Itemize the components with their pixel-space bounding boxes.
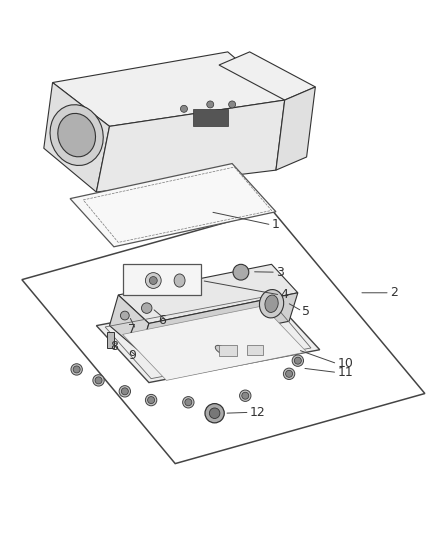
Polygon shape bbox=[70, 164, 276, 247]
Text: 5: 5 bbox=[302, 305, 310, 318]
Circle shape bbox=[229, 101, 236, 108]
Circle shape bbox=[141, 303, 152, 313]
Polygon shape bbox=[96, 293, 320, 383]
Circle shape bbox=[205, 403, 224, 423]
Polygon shape bbox=[276, 87, 315, 170]
Circle shape bbox=[207, 101, 214, 108]
Text: 1: 1 bbox=[272, 219, 279, 231]
FancyBboxPatch shape bbox=[107, 332, 114, 348]
Polygon shape bbox=[96, 100, 285, 192]
Circle shape bbox=[209, 408, 220, 418]
Polygon shape bbox=[44, 83, 110, 192]
Circle shape bbox=[121, 388, 128, 395]
Ellipse shape bbox=[215, 345, 227, 354]
Circle shape bbox=[283, 368, 295, 379]
Circle shape bbox=[95, 377, 102, 384]
Polygon shape bbox=[110, 295, 149, 352]
Circle shape bbox=[93, 375, 104, 386]
Circle shape bbox=[185, 399, 192, 406]
Circle shape bbox=[73, 366, 80, 373]
Ellipse shape bbox=[259, 289, 284, 318]
Ellipse shape bbox=[50, 104, 103, 165]
Polygon shape bbox=[140, 293, 298, 352]
Circle shape bbox=[120, 311, 129, 320]
Text: 2: 2 bbox=[390, 286, 398, 300]
Circle shape bbox=[240, 390, 251, 401]
Circle shape bbox=[145, 394, 157, 406]
Circle shape bbox=[286, 370, 293, 377]
Circle shape bbox=[149, 277, 157, 285]
Circle shape bbox=[292, 355, 304, 366]
Circle shape bbox=[71, 364, 82, 375]
Bar bbox=[219, 345, 237, 356]
Text: 8: 8 bbox=[110, 340, 118, 353]
Circle shape bbox=[148, 397, 155, 403]
Polygon shape bbox=[123, 306, 307, 381]
Text: 6: 6 bbox=[159, 314, 166, 327]
Text: 7: 7 bbox=[128, 323, 136, 336]
Polygon shape bbox=[53, 52, 285, 126]
Text: 12: 12 bbox=[250, 406, 265, 419]
Polygon shape bbox=[219, 52, 315, 100]
FancyBboxPatch shape bbox=[123, 264, 201, 295]
Ellipse shape bbox=[174, 274, 185, 287]
Text: 11: 11 bbox=[337, 366, 353, 379]
Text: 10: 10 bbox=[337, 357, 353, 370]
Polygon shape bbox=[118, 264, 298, 324]
Circle shape bbox=[233, 264, 249, 280]
Ellipse shape bbox=[265, 295, 278, 312]
Bar bbox=[247, 345, 263, 355]
Circle shape bbox=[145, 273, 161, 288]
Circle shape bbox=[242, 392, 249, 399]
Text: 9: 9 bbox=[128, 349, 136, 362]
Circle shape bbox=[294, 357, 301, 364]
Ellipse shape bbox=[58, 114, 95, 157]
Text: 3: 3 bbox=[276, 265, 284, 279]
Circle shape bbox=[183, 397, 194, 408]
Circle shape bbox=[180, 106, 187, 112]
Circle shape bbox=[119, 386, 131, 397]
FancyBboxPatch shape bbox=[193, 109, 228, 126]
Text: 4: 4 bbox=[280, 288, 288, 302]
